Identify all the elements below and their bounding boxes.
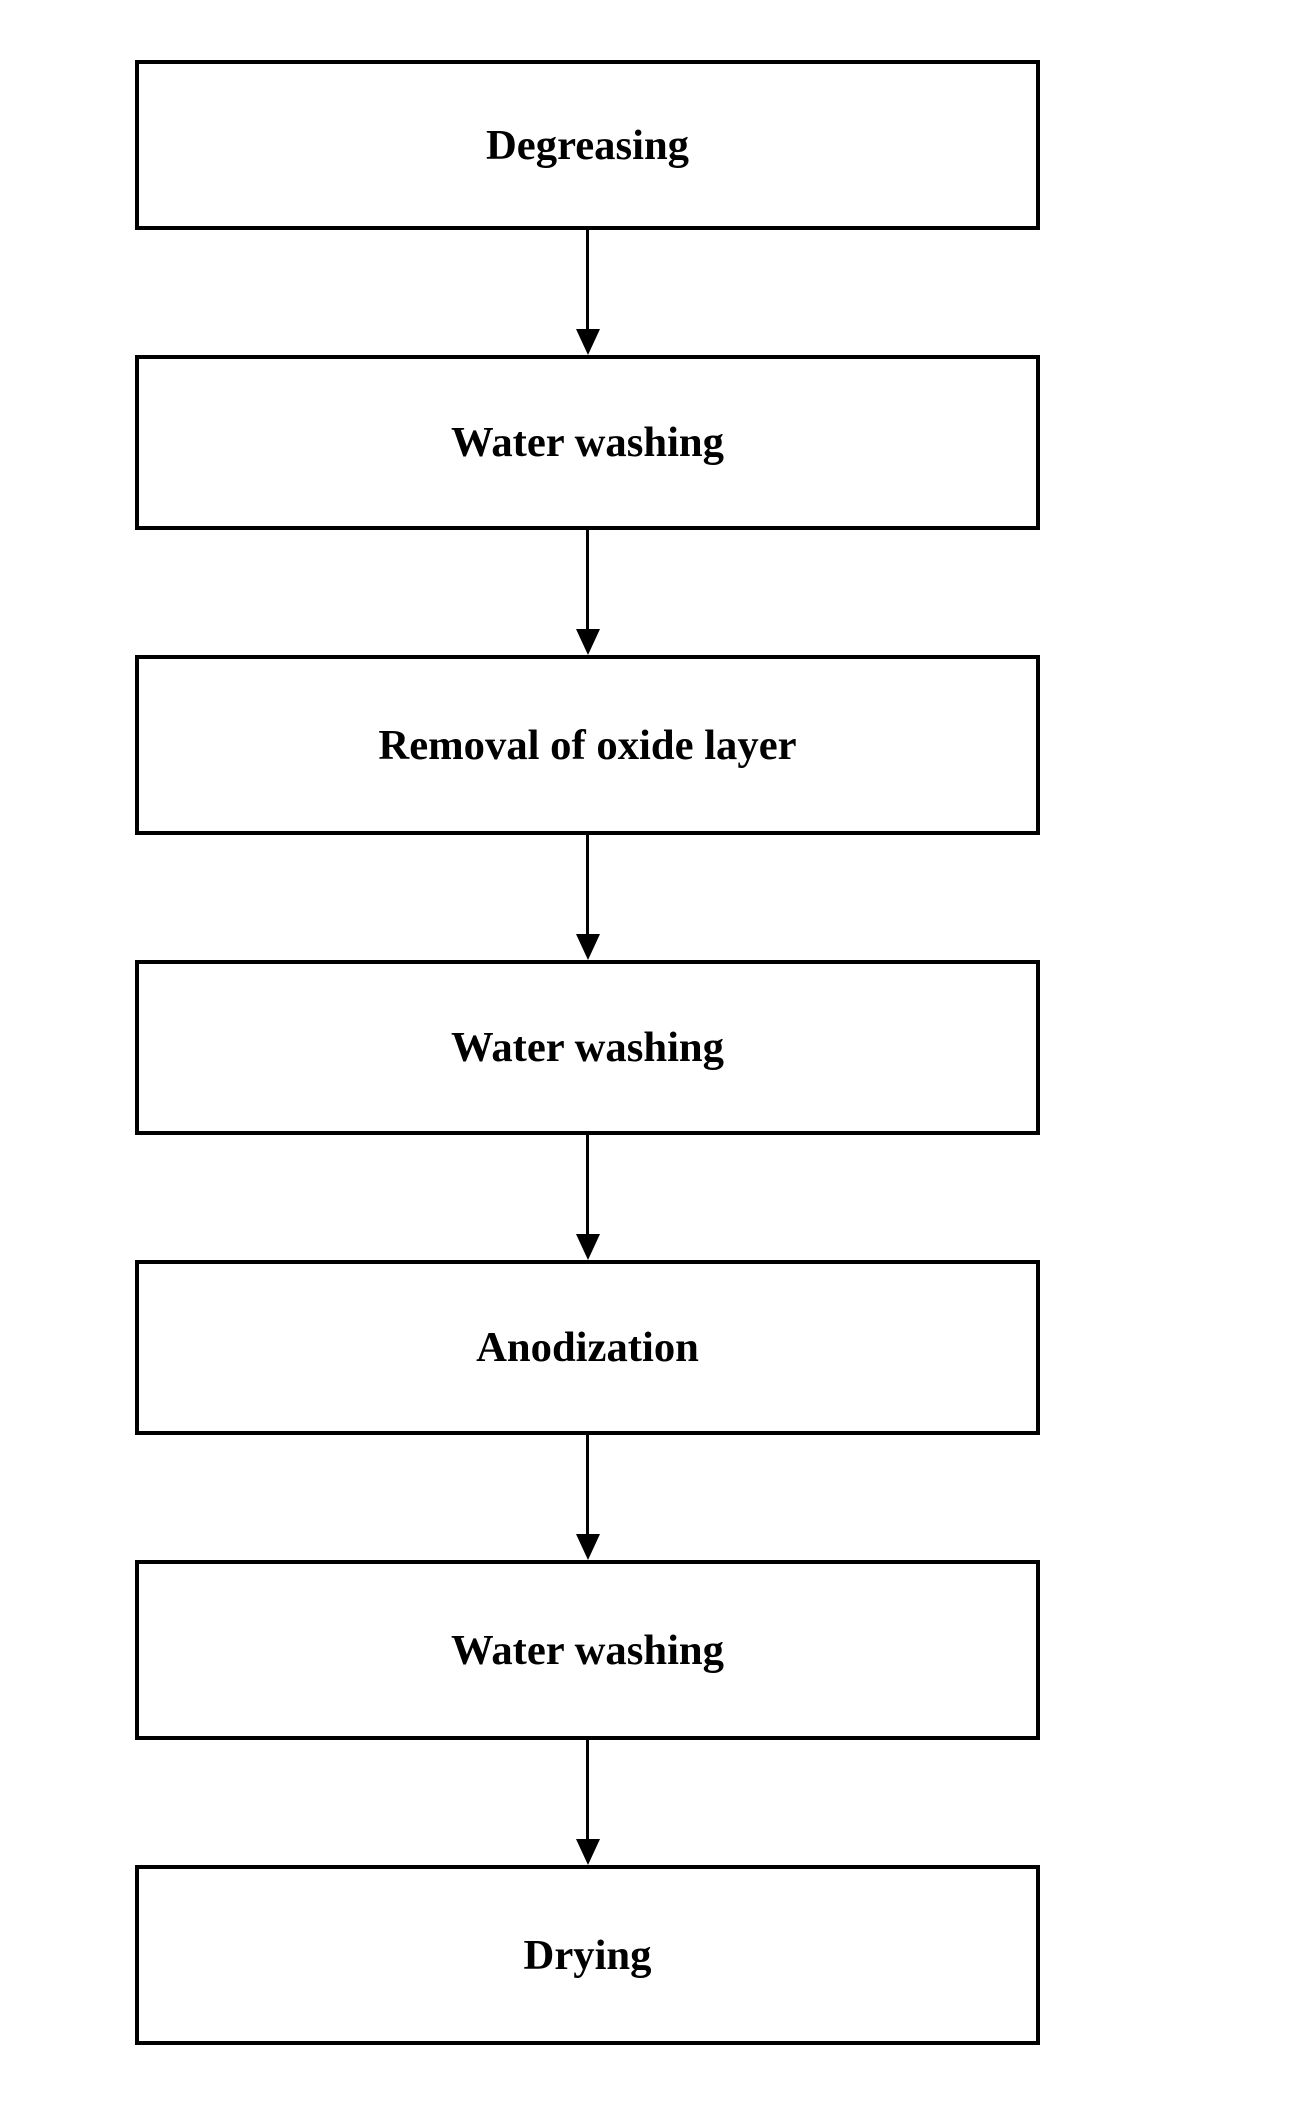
flowchart-node: Water washing — [135, 960, 1040, 1135]
flowchart-node-label: Removal of oxide layer — [378, 721, 796, 770]
flowchart-node-label: Water washing — [451, 1023, 724, 1072]
flowchart-arrow-head — [576, 329, 600, 355]
flowchart-node-label: Water washing — [451, 418, 724, 467]
flowchart-node: Removal of oxide layer — [135, 655, 1040, 835]
flowchart-node: Anodization — [135, 1260, 1040, 1435]
flowchart-node: Degreasing — [135, 60, 1040, 230]
flowchart-arrow — [586, 530, 589, 629]
flowchart-arrow-head — [576, 629, 600, 655]
flowchart-arrow — [586, 1435, 589, 1534]
flowchart-canvas: Degreasing Water washing Removal of oxide … — [0, 0, 1297, 2123]
flowchart-node-label: Water washing — [451, 1626, 724, 1675]
flowchart-node: Water washing — [135, 355, 1040, 530]
flowchart-arrow-head — [576, 1234, 600, 1260]
flowchart-node: Water washing — [135, 1560, 1040, 1740]
flowchart-arrow — [586, 1740, 589, 1839]
flowchart-arrow — [586, 230, 589, 329]
flowchart-arrow — [586, 1135, 589, 1234]
flowchart-arrow-head — [576, 934, 600, 960]
flowchart-arrow-head — [576, 1534, 600, 1560]
flowchart-node-label: Anodization — [476, 1323, 699, 1372]
flowchart-arrow-head — [576, 1839, 600, 1865]
flowchart-node: Drying — [135, 1865, 1040, 2045]
flowchart-node-label: Drying — [524, 1931, 652, 1980]
flowchart-node-label: Degreasing — [486, 121, 689, 170]
flowchart-arrow — [586, 835, 589, 934]
